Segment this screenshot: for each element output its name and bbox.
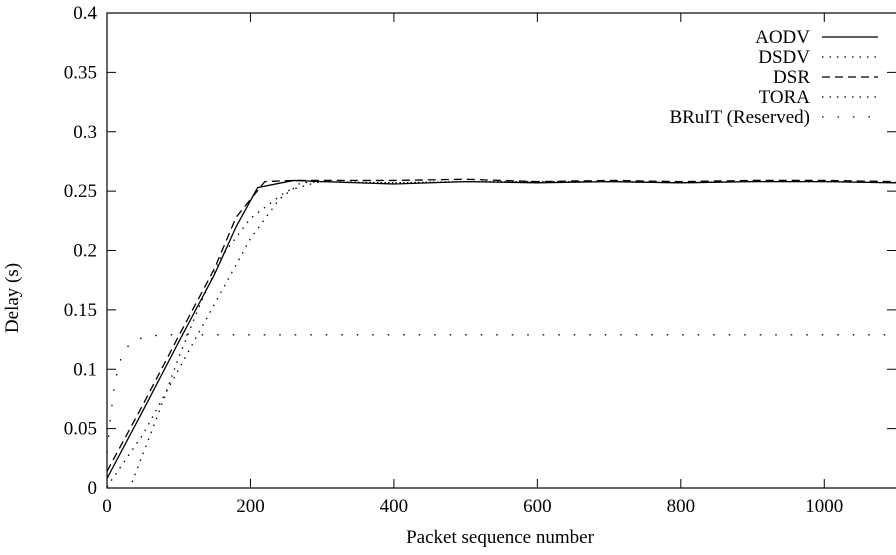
series-line-dsdv (106, 180, 896, 488)
x-tick-label: 400 (380, 496, 409, 517)
x-tick-label: 800 (667, 496, 696, 517)
series-layer (106, 178, 896, 488)
y-tick-label: 0.1 (73, 359, 97, 380)
legend-label: AODV (755, 27, 810, 48)
legend-label: DSDV (758, 47, 810, 68)
y-axis-label: Delay (s) (2, 263, 23, 333)
legend-label: DSR (773, 67, 810, 88)
y-tick-label: 0.3 (73, 122, 97, 143)
axes: 0 200 400 600 800 1000 0 0.05 0.1 0.15 0.2 0.25 0.3 0… (64, 3, 896, 517)
series-line-aodv (106, 179, 896, 479)
y-tick-label: 0.15 (64, 300, 97, 321)
x-tick-label: 200 (236, 496, 265, 517)
x-tick-label: 600 (523, 496, 552, 517)
x-tick-label: 0 (102, 496, 112, 517)
legend-label: TORA (759, 87, 811, 108)
series-line-tora (131, 180, 896, 483)
y-tick-label: 0.25 (64, 181, 97, 202)
x-axis-label: Packet sequence number (406, 527, 594, 548)
x-tick-label: 1000 (805, 496, 843, 517)
y-tick-label: 0.05 (64, 419, 97, 440)
y-tick-label: 0.2 (73, 241, 97, 262)
y-tick-label: 0.4 (73, 3, 97, 24)
y-tick-label: 0 (88, 478, 98, 499)
y-tick-label: 0.35 (64, 62, 97, 83)
legend-label: BRuIT (Reserved) (669, 107, 810, 128)
series-line-dsr (106, 178, 896, 472)
series-line-bruit-reserved (106, 334, 896, 453)
